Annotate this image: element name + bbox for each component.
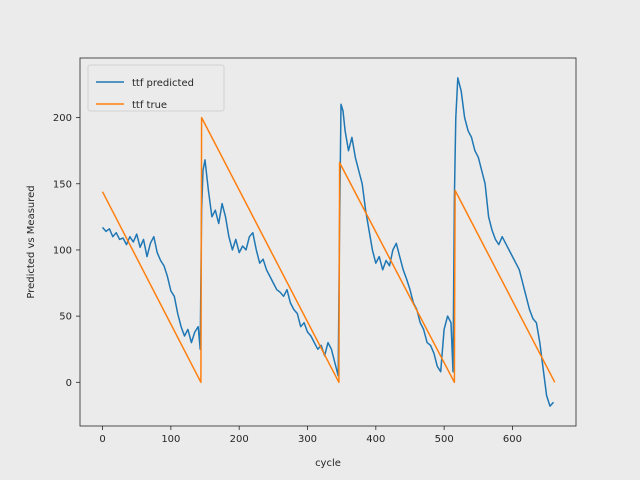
y-tick-label: 50 (59, 312, 72, 323)
plot-background (80, 58, 576, 426)
x-axis: 0 100 200 300 400 500 600 (99, 426, 522, 445)
y-tick-label: 0 (66, 378, 72, 389)
legend: ttf predicted ttf true (87, 64, 225, 112)
x-tick-label: 600 (503, 434, 522, 445)
legend-label: ttf true (132, 100, 167, 111)
legend-label: ttf predicted (132, 78, 194, 89)
series-group (101, 77, 556, 407)
x-tick-label: 500 (435, 434, 454, 445)
x-tick-label: 0 (99, 434, 105, 445)
y-axis: 0 50 100 150 200 (53, 113, 80, 389)
plot-area (79, 57, 577, 427)
series-line-1 (101, 77, 555, 407)
x-tick-label: 200 (230, 434, 249, 445)
x-tick-label: 300 (298, 434, 317, 445)
series-line-2 (101, 116, 556, 384)
plot-frame (79, 57, 577, 427)
y-axis-label: Predicted vs Measured (26, 185, 37, 298)
y-tick-label: 100 (53, 245, 72, 256)
y-tick-label: 200 (53, 113, 72, 124)
x-tick-label: 100 (161, 434, 180, 445)
legend-box (87, 64, 225, 112)
x-tick-label: 400 (366, 434, 385, 445)
x-axis-label: cycle (315, 458, 341, 469)
y-tick-label: 150 (53, 179, 72, 190)
